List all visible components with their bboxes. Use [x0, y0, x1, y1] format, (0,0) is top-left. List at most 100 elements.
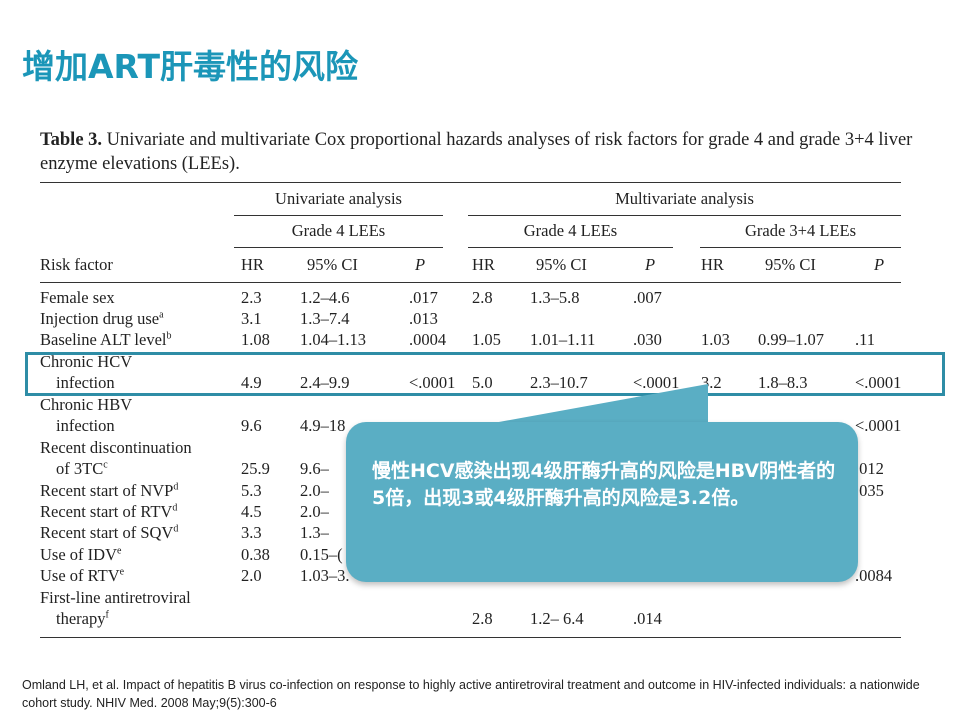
subheader-uni-grade4: Grade 4 LEEs	[291, 221, 386, 240]
cell-u-ci: 1.03–3.	[300, 566, 350, 585]
table-bottom-rule	[40, 637, 901, 638]
cell-m34-p: <.0001	[855, 373, 902, 392]
cell-u-ci: 2.0–	[300, 502, 329, 521]
cell-u-hr: 9.6	[241, 416, 262, 435]
table-caption-text: Univariate and multivariate Cox proporti…	[40, 130, 913, 174]
row-label: Use of RTVe	[40, 566, 125, 585]
cell-u-ci: 1.04–1.13	[300, 330, 366, 349]
row-label-sup: a	[159, 309, 164, 321]
cell-u-ci: 0.15–(	[300, 545, 343, 564]
col-u-hr: HR	[241, 255, 264, 274]
subheader-multi-grade4: Grade 4 LEEs	[523, 221, 618, 240]
cell-u-hr: 5.3	[241, 481, 262, 500]
row-label-sup: e	[119, 566, 125, 578]
row-label: Chronic HCV	[40, 352, 133, 371]
col-m34-hr: HR	[701, 255, 724, 274]
row-label-sup: c	[103, 459, 108, 471]
cell-m34-ci: 0.99–1.07	[758, 330, 824, 349]
callout-text: 慢性HCV感染出现4级肝酶升高的风险是HBV阴性者的5倍，出现3或4级肝酶升高的…	[372, 460, 836, 509]
cell-u-p: <.0001	[409, 373, 456, 392]
cell-u-ci: 1.3–	[300, 523, 329, 542]
table-top-rule	[40, 182, 901, 183]
row-label-sup: f	[105, 609, 109, 621]
row-label-sup: d	[173, 481, 179, 493]
cell-m4-p: .030	[633, 330, 662, 349]
row-label: Recent start of NVPd	[40, 481, 179, 500]
col-m4-ci: 95% CI	[536, 255, 587, 274]
cell-m4-hr: 1.05	[472, 330, 501, 349]
hcv-row-highlight	[25, 352, 945, 396]
row-label: Baseline ALT levelb	[40, 330, 172, 349]
cell-u-hr: 25.9	[241, 459, 270, 478]
cell-m34-ci: 1.8–8.3	[758, 373, 808, 392]
col-u-p: P	[415, 255, 426, 274]
row-label-continued: infection	[56, 373, 115, 392]
header-univariate: Univariate analysis	[275, 189, 402, 208]
col-u-ci: 95% CI	[307, 255, 358, 274]
cell-m4-hr: 5.0	[472, 373, 493, 392]
row-label-continued: infection	[56, 416, 115, 435]
uni-grade4-rule	[234, 247, 443, 248]
cell-u-p: .0004	[409, 330, 447, 349]
row-label-continued: therapyf	[56, 609, 109, 628]
row-label: Use of IDVe	[40, 545, 122, 564]
cell-u-ci: 4.9–18	[300, 416, 346, 435]
cell-u-hr: 4.5	[241, 502, 262, 521]
cell-u-p: .017	[409, 288, 438, 307]
cell-m4-ci: 1.2– 6.4	[530, 609, 584, 628]
cell-u-ci: 2.0–	[300, 481, 329, 500]
cell-u-hr: 1.08	[241, 330, 270, 349]
row-label: Recent discontinuation	[40, 438, 192, 457]
col-m34-p: P	[874, 255, 885, 274]
row-label: Injection drug usea	[40, 309, 164, 328]
col-m4-hr: HR	[472, 255, 495, 274]
cell-u-hr: 4.9	[241, 373, 262, 392]
table-caption-label: Table 3.	[40, 130, 103, 150]
table-caption: Table 3. Univariate and multivariate Cox…	[40, 128, 920, 176]
cell-m4-p: .014	[633, 609, 662, 628]
col-risk-factor: Risk factor	[40, 255, 113, 274]
col-m4-p: P	[645, 255, 656, 274]
row-label-sup: d	[173, 523, 179, 535]
cell-u-p: .013	[409, 309, 438, 328]
row-label-sup: d	[172, 502, 178, 514]
cell-u-hr: 2.3	[241, 288, 262, 307]
citation-footnote: Omland LH, et al. Impact of hepatitis B …	[22, 678, 920, 710]
subheader-multi-grade34: Grade 3+4 LEEs	[744, 221, 857, 240]
row-label-continued: of 3TCc	[56, 459, 108, 478]
row-label: Recent start of RTVd	[40, 502, 178, 521]
multivariate-rule	[468, 215, 901, 216]
cell-u-hr: 2.0	[241, 566, 262, 585]
callout-pointer	[488, 384, 708, 424]
cell-m34-p: .11	[855, 330, 876, 349]
cell-u-hr: 3.3	[241, 523, 262, 542]
cell-u-ci: 1.3–7.4	[300, 309, 350, 328]
multi-grade34-rule	[700, 247, 901, 248]
multi-grade4-rule	[468, 247, 673, 248]
row-label: First-line antiretroviral	[40, 588, 191, 607]
cell-m4-ci: 1.01–1.11	[530, 330, 596, 349]
col-m34-ci: 95% CI	[765, 255, 816, 274]
cell-m34-p: .035	[855, 481, 884, 500]
cell-u-hr: 0.38	[241, 545, 270, 564]
cell-m4-p: .007	[633, 288, 662, 307]
row-label-sup: b	[166, 330, 172, 342]
cell-u-ci: 2.4–9.9	[300, 373, 350, 392]
cell-m34-p: .012	[855, 459, 884, 478]
univariate-rule	[234, 215, 443, 216]
row-label: Female sex	[40, 288, 115, 307]
cell-m34-p: <.0001	[855, 416, 902, 435]
cell-m34-hr: 1.03	[701, 330, 730, 349]
header-multivariate: Multivariate analysis	[615, 189, 754, 208]
row-label-sup: e	[116, 545, 122, 557]
callout-box	[346, 422, 858, 582]
cell-m34-p: .0084	[855, 566, 893, 585]
cell-m4-ci: 1.3–5.8	[530, 288, 580, 307]
cell-u-ci: 9.6–	[300, 459, 329, 478]
cell-m4-hr: 2.8	[472, 288, 493, 307]
row-label: Chronic HBV	[40, 395, 133, 414]
cell-u-hr: 3.1	[241, 309, 262, 328]
row-label: Recent start of SQVd	[40, 523, 179, 542]
cell-u-ci: 1.2–4.6	[300, 288, 350, 307]
cell-m4-hr: 2.8	[472, 609, 493, 628]
